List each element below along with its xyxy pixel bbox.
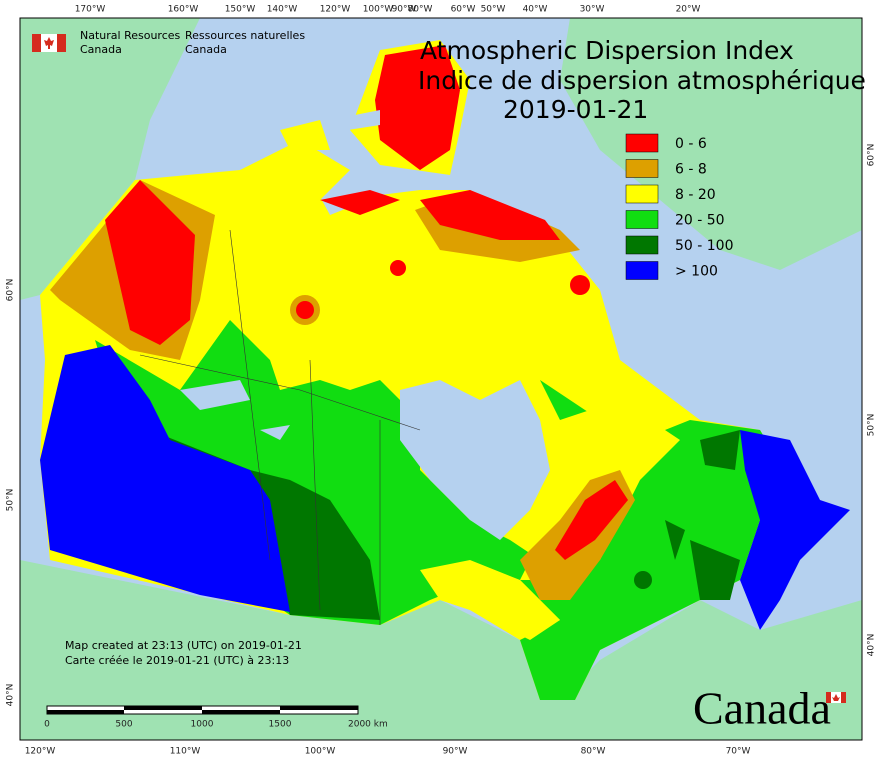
frame <box>19 17 863 741</box>
top-label: 80°W <box>408 5 433 15</box>
note: Carte créée le 2019-01-21 (UTC) à 23:13 <box>65 654 289 667</box>
alaska <box>20 18 200 300</box>
note: Map created at 23:13 (UTC) on 2019-01-21 <box>65 639 302 652</box>
red-yukon <box>105 180 195 345</box>
darkgreen-spot <box>634 571 652 589</box>
right-label: 60°N <box>867 144 877 167</box>
scale-label: 2000 km <box>348 720 388 730</box>
legend-label: 8 - 20 <box>675 187 716 203</box>
scale-label: 1500 <box>269 720 292 730</box>
blue-east <box>740 430 850 630</box>
legend-swatch <box>625 210 659 229</box>
legend-swatch <box>625 261 659 280</box>
wordmark: Canada <box>693 683 831 734</box>
title: Indice de dispersion atmosphérique <box>418 66 866 95</box>
legend-swatch <box>625 159 659 178</box>
top-label: 140°W <box>267 5 298 15</box>
lakes <box>180 380 290 440</box>
legend-swatch <box>625 184 659 204</box>
top-label: 170°W <box>75 5 106 15</box>
darkgreen-east <box>665 430 740 600</box>
right-label: 40°N <box>867 634 877 657</box>
bottom-label: 80°W <box>581 747 606 757</box>
top-label: 40°W <box>523 5 548 15</box>
top-label: 120°W <box>320 5 351 15</box>
legend-label: 6 - 8 <box>675 162 707 178</box>
legend-label: 20 - 50 <box>675 213 725 229</box>
top-label: 100°W <box>363 5 394 15</box>
agency-en: Canada <box>80 43 122 56</box>
left-label: 40°N <box>6 684 16 707</box>
usa <box>20 560 862 740</box>
land <box>20 18 862 740</box>
scale-label: 500 <box>115 720 132 730</box>
left-label: 60°N <box>6 279 16 302</box>
agency-logo: Natural Resources Canada Ressources natu… <box>32 29 305 56</box>
scale-labels: 0 500 1000 1500 2000 km <box>44 720 388 730</box>
top-label: 60°W <box>451 5 476 15</box>
top-label: 20°W <box>676 5 701 15</box>
legend: 0 - 6 6 - 8 8 - 20 20 - 50 50 - 100 > 100 <box>625 133 734 280</box>
top-label: 160°W <box>168 5 199 15</box>
title: Atmospheric Dispersion Index <box>420 36 794 65</box>
blue-west <box>40 345 290 612</box>
top-label: 50°W <box>481 5 506 15</box>
bottom-label: 90°W <box>443 747 468 757</box>
legend-label: 50 - 100 <box>675 238 734 254</box>
bottom-label: 100°W <box>305 747 336 757</box>
red-spot <box>570 275 590 295</box>
scale-label: 1000 <box>191 720 214 730</box>
hudson-bay <box>400 380 550 540</box>
legend-swatch <box>625 235 659 255</box>
left-label: 50°N <box>6 489 16 512</box>
date: 2019-01-21 <box>503 95 648 124</box>
red-arctic <box>320 45 560 240</box>
legend-label: 0 - 6 <box>675 136 707 152</box>
scale-label: 0 <box>44 720 50 730</box>
agency-fr: Ressources naturelles <box>185 29 305 42</box>
borders <box>139 229 421 625</box>
top-label: 30°W <box>580 5 605 15</box>
greenland <box>560 18 862 270</box>
top-label: 150°W <box>225 5 256 15</box>
legend-swatch <box>625 133 659 153</box>
agency-en: Natural Resources <box>80 29 181 42</box>
red-spot <box>390 260 406 276</box>
graticule-labels: 170°W 160°W 150°W 140°W 120°W 100°W90°W80°W 60… <box>6 5 877 757</box>
bottom-label: 70°W <box>726 747 751 757</box>
scale-bar <box>46 705 359 715</box>
strait <box>330 110 380 132</box>
bottom-label: 110°W <box>170 747 201 757</box>
wordmark-flag <box>826 692 846 703</box>
legend-label: > 100 <box>675 264 718 280</box>
agency-fr: Canada <box>185 43 227 56</box>
bottom-label: 120°W <box>25 747 56 757</box>
yellow-south <box>420 560 560 640</box>
right-label: 50°N <box>867 414 877 437</box>
red-quebec <box>555 480 628 560</box>
green-zone <box>95 320 790 700</box>
red-spot <box>296 301 314 319</box>
top-label: 90°W <box>392 5 417 15</box>
